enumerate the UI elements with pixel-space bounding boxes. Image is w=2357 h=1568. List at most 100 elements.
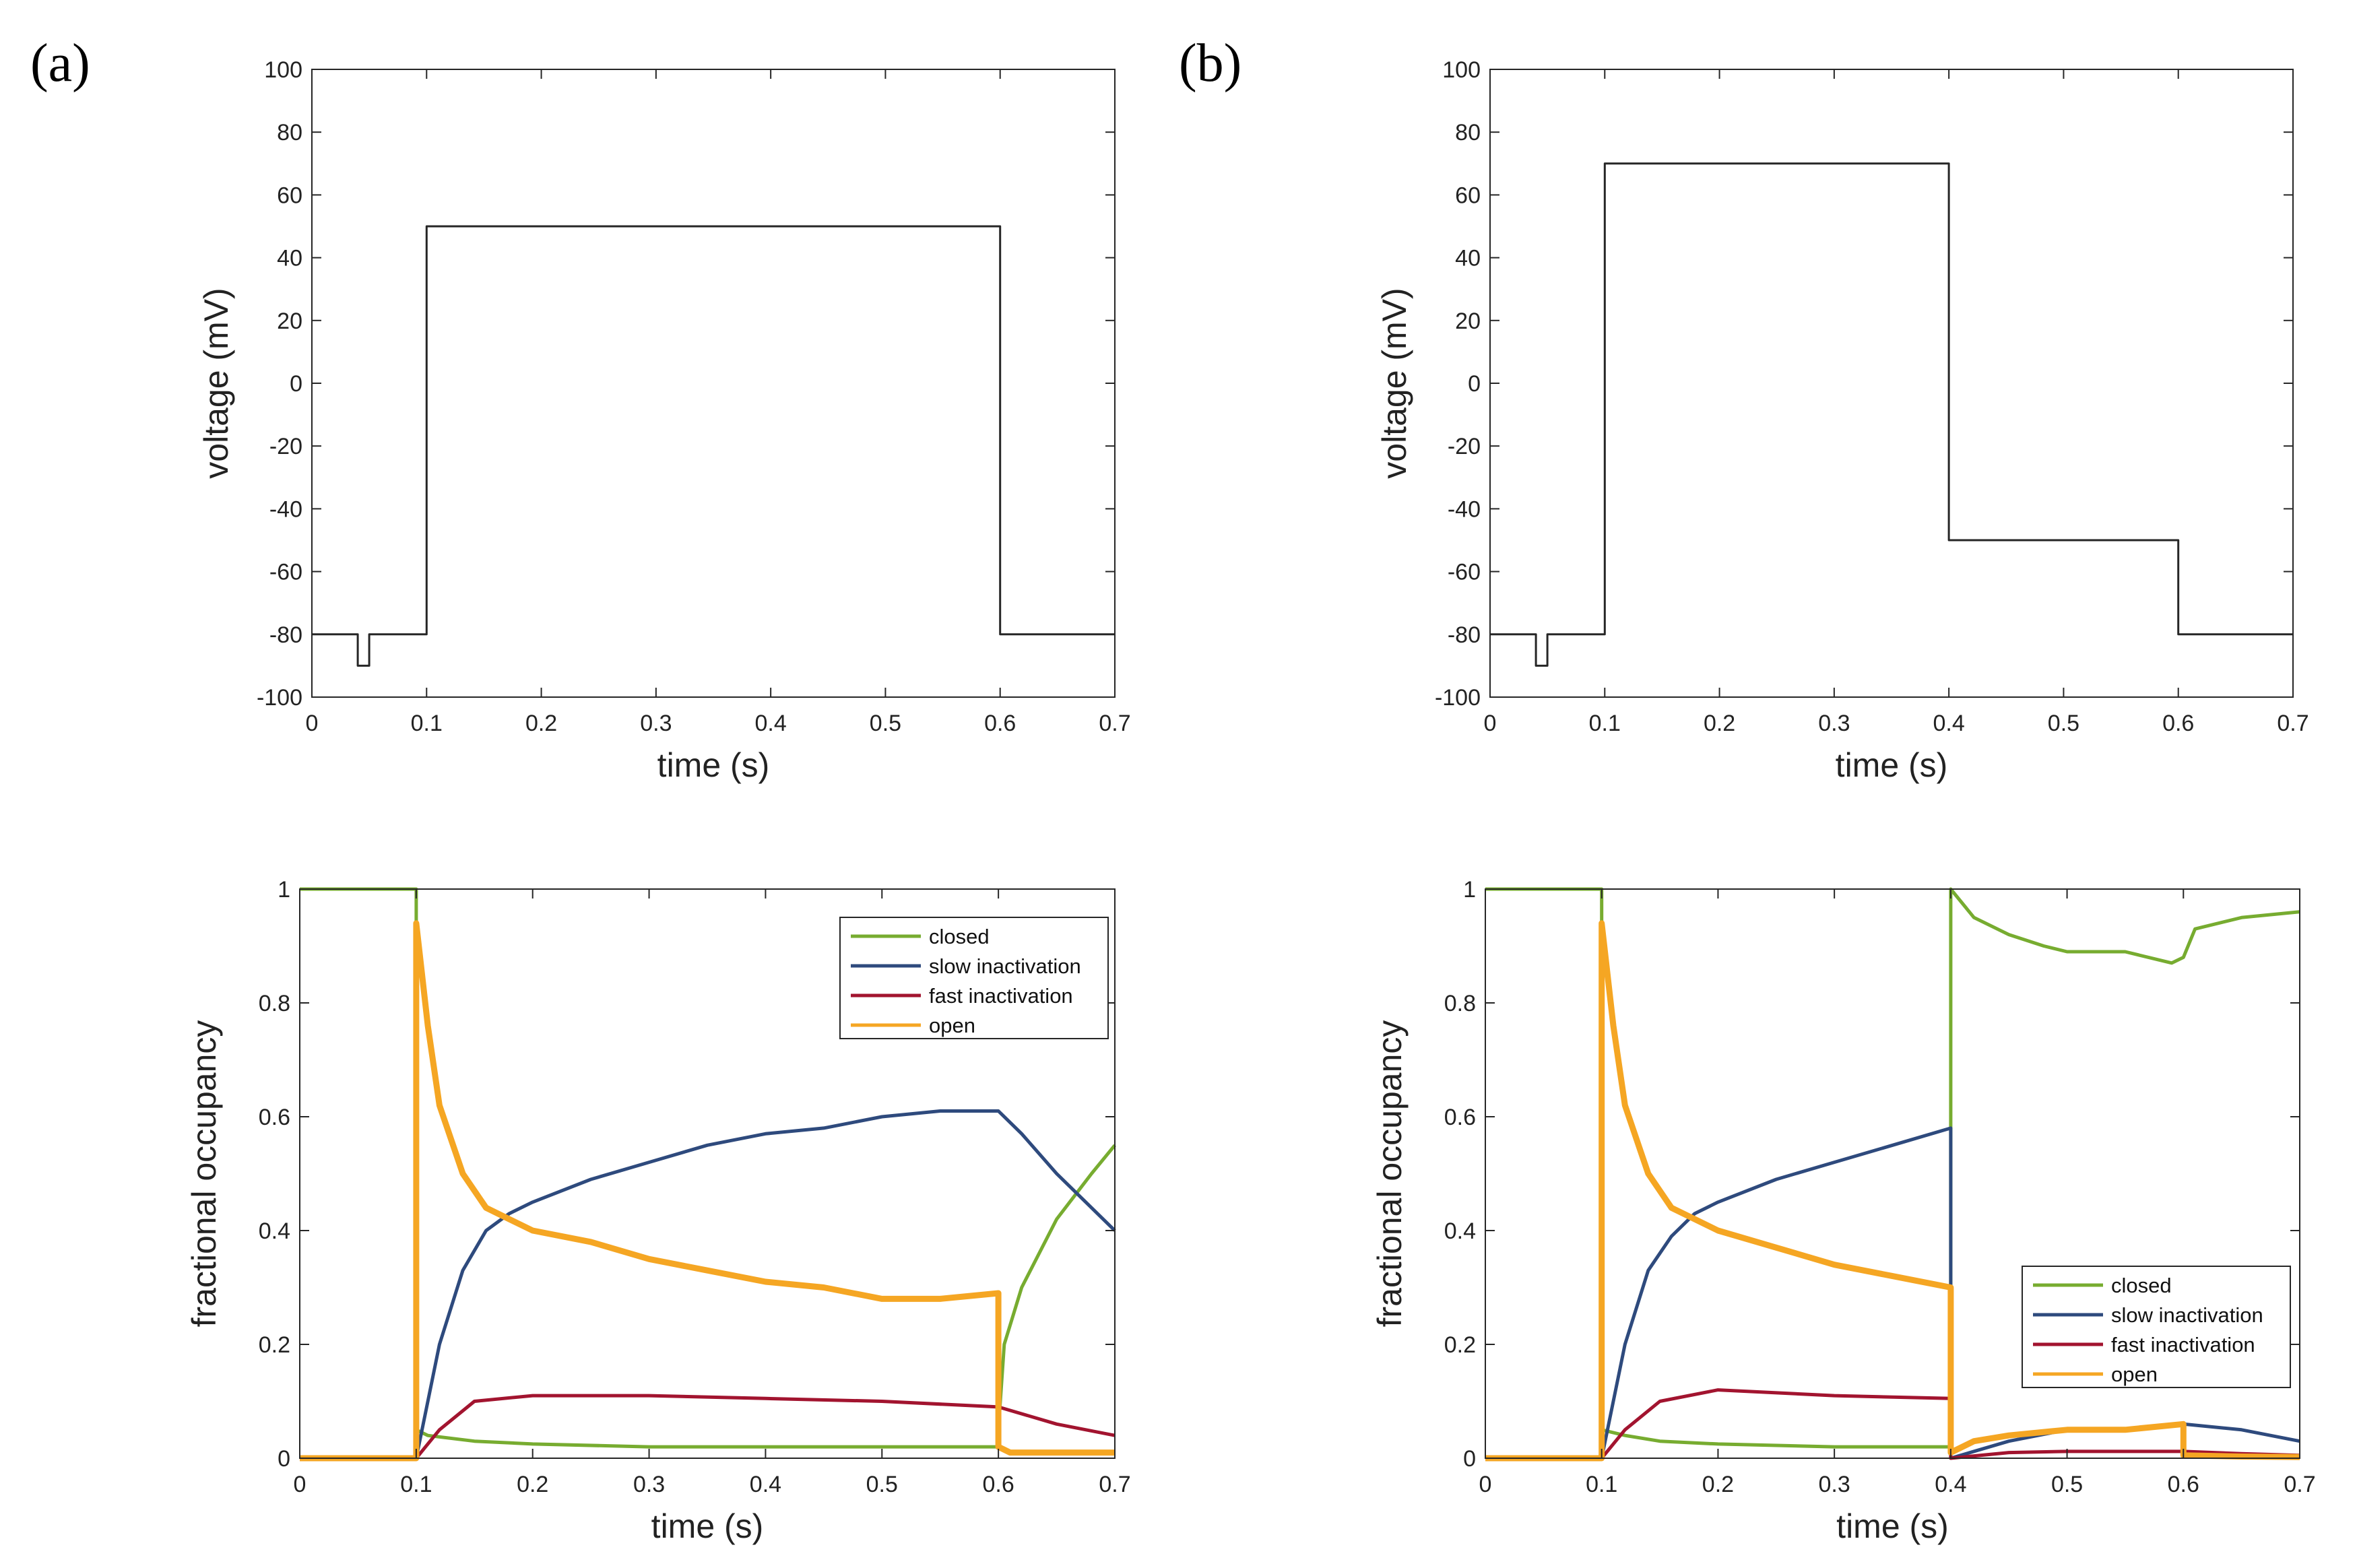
series-line-slow-inactivation (300, 1109, 1116, 1460)
series-line-0 (312, 225, 1115, 667)
y-axis-label: voltage (mV) (1376, 288, 1413, 478)
legend-entry: open (929, 1014, 975, 1037)
y-tick-label: 20 (277, 308, 302, 334)
y-tick-label: 20 (1455, 308, 1481, 334)
y-tick-label: -20 (269, 434, 302, 459)
x-tick-label: 0.3 (1818, 711, 1850, 736)
chart-bottom-a: 0 0.1 0.2 0.3 0.4 0.5 0.6 0.7 0 0.2 0.4 0.6 0.8 1 time… (185, 877, 1131, 1545)
x-tick-label: 0.2 (1702, 1472, 1734, 1497)
series-line-0 (1490, 162, 2293, 667)
y-tick-label: 60 (1455, 183, 1481, 208)
axes-box (299, 888, 1116, 1459)
x-axis-label: time (s) (1836, 746, 1948, 784)
x-tick-label: 0.2 (517, 1472, 548, 1497)
y-axis-label: fractional occupancy (185, 1020, 223, 1328)
y-tick-label: -60 (1448, 560, 1481, 585)
y-tick-label: 40 (1455, 246, 1481, 271)
x-tick-label: 0.2 (1704, 711, 1735, 736)
y-tick-label: 0.2 (1444, 1332, 1476, 1358)
y-tick-label: 0.4 (1444, 1218, 1476, 1244)
y-tick-label: 0.6 (259, 1105, 290, 1130)
x-axis-label: time (s) (651, 1507, 764, 1545)
axes-box (1485, 888, 2300, 1459)
x-tick-label: 0 (1484, 711, 1497, 736)
y-tick-label: 0 (1463, 1446, 1476, 1472)
x-tick-label: 0.7 (2277, 711, 2308, 736)
x-tick-label: 0.7 (2284, 1472, 2315, 1497)
x-tick-label: 0.6 (984, 711, 1016, 736)
x-tick-label: 0.3 (633, 1472, 665, 1497)
x-tick-label: 0.1 (1589, 711, 1621, 736)
x-axis-label: time (s) (657, 746, 770, 784)
y-tick-label: -40 (1448, 496, 1481, 522)
x-tick-label: 0 (1479, 1472, 1492, 1497)
y-tick-label: 0 (1468, 371, 1481, 397)
legend-entry: fast inactivation (929, 984, 1073, 1008)
x-tick-label: 0.5 (866, 1472, 898, 1497)
x-tick-label: 0.3 (1819, 1472, 1850, 1497)
y-axis-label: fractional occupancy (1371, 1020, 1409, 1328)
y-tick-label: -60 (269, 560, 302, 585)
y-tick-label: 0.4 (259, 1218, 290, 1244)
x-tick-label: 0.4 (755, 711, 787, 736)
x-tick-label: 0.1 (411, 711, 443, 736)
legend-entry: closed (2111, 1274, 2172, 1297)
x-tick-label: 0.7 (1099, 1472, 1130, 1497)
y-tick-label: 80 (277, 120, 302, 145)
x-tick-label: 0.6 (983, 1472, 1014, 1497)
series-group (300, 887, 1116, 1462)
x-tick-label: 0.5 (2048, 711, 2079, 736)
x-tick-label: 0.6 (2162, 711, 2194, 736)
x-tick-label: 0.6 (2168, 1472, 2199, 1497)
x-tick-label: 0.5 (870, 711, 901, 736)
y-tick-label: 1 (1463, 877, 1476, 903)
legend-entry: slow inactivation (929, 954, 1081, 978)
y-tick-label: -100 (1435, 685, 1481, 711)
x-tick-label: 0.7 (1099, 711, 1130, 736)
y-tick-label: -80 (1448, 622, 1481, 648)
panel-label-b: (b) (1179, 34, 1241, 93)
series-line-fast-inactivation (300, 1394, 1116, 1460)
x-tick-label: 0.2 (525, 711, 557, 736)
y-tick-label: -20 (1448, 434, 1481, 459)
chart-bottom-b: 0 0.1 0.2 0.3 0.4 0.5 0.6 0.7 0 0.2 0.4 0.6 0.8 1 time… (1371, 877, 2316, 1545)
legend-entry: closed (929, 925, 990, 948)
series-group (1485, 887, 2300, 1462)
chart-top-a: 0 0.1 0.2 0.3 0.4 0.5 0.6 0.7 -100 -80 -60 -40 -20 0 2… (197, 57, 1131, 784)
x-tick-label: 0.4 (1935, 1472, 1966, 1497)
y-tick-label: 80 (1455, 120, 1481, 145)
x-axis-label: time (s) (1836, 1507, 1949, 1545)
y-tick-label: -100 (257, 685, 302, 711)
y-tick-label: 100 (1442, 57, 1481, 83)
series-line-open (1485, 920, 2300, 1462)
series-group (312, 225, 1115, 667)
legend-entry: fast inactivation (2111, 1333, 2255, 1357)
x-tick-label: 0.5 (2051, 1472, 2083, 1497)
series-line-closed (1485, 887, 2300, 1449)
x-tick-label: 0 (294, 1472, 306, 1497)
y-tick-label: 0 (290, 371, 302, 397)
y-axis-label: voltage (mV) (197, 288, 235, 478)
chart-top-b: 0 0.1 0.2 0.3 0.4 0.5 0.6 0.7 -100 -80 -60 -40 -20 0 2… (1376, 57, 2309, 784)
y-tick-label: 40 (277, 246, 302, 271)
y-tick-label: -40 (269, 496, 302, 522)
x-tick-label: 0.1 (1586, 1472, 1617, 1497)
panel-label-a: (a) (30, 34, 90, 93)
x-tick-label: 0 (306, 711, 319, 736)
y-tick-label: 0.6 (1444, 1105, 1476, 1130)
y-tick-label: 0 (278, 1446, 290, 1472)
x-tick-label: 0.3 (640, 711, 672, 736)
x-tick-label: 0.1 (400, 1472, 432, 1497)
legend-entry: open (2111, 1363, 2158, 1386)
y-tick-label: 0.2 (259, 1332, 290, 1358)
y-tick-label: 100 (264, 57, 302, 83)
x-tick-label: 0.4 (1933, 711, 1965, 736)
y-tick-label: 0.8 (259, 991, 290, 1016)
y-tick-label: 0.8 (1444, 991, 1476, 1016)
series-line-open (300, 920, 1115, 1462)
x-tick-label: 0.4 (750, 1472, 781, 1497)
legend: closed slow inactivation fast inactivation… (2022, 1266, 2291, 1388)
y-tick-label: 1 (278, 877, 290, 903)
series-group (1490, 162, 2293, 667)
